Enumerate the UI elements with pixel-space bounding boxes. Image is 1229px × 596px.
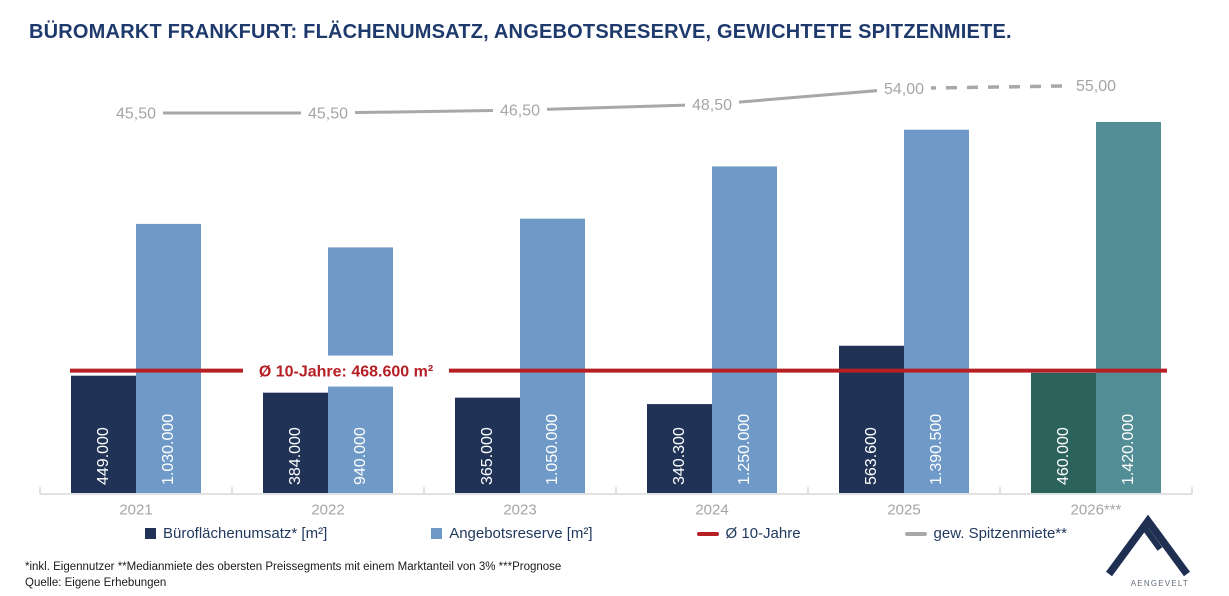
legend-label: Angebotsreserve [m²] xyxy=(449,525,593,542)
spitzenmiete-point-label: 46,50 xyxy=(500,103,540,120)
spitzenmiete-point-label: 45,50 xyxy=(116,106,156,123)
legend-item-spitzenmiete: gew. Spitzenmiete** xyxy=(904,525,1067,542)
spitzenmiete-label-mask xyxy=(685,94,739,115)
umsatz-bar-2023 xyxy=(455,397,520,493)
logo-wordmark: AENGEVELT xyxy=(1131,579,1189,588)
average-legend-line xyxy=(696,531,719,536)
reserve-bar-2021 xyxy=(136,223,201,494)
bar-value-label: 449.000 xyxy=(95,427,112,485)
spitzenmiete-label-mask xyxy=(877,78,931,99)
spitzenmiete-point-label: 55,00 xyxy=(1076,78,1116,95)
legend-label: Ø 10-Jahre xyxy=(725,525,801,542)
chart-legend: Büroflächenumsatz* [m²] Angebotsreserve … xyxy=(145,525,1067,542)
year-label: 2024 xyxy=(695,502,728,519)
bar-value-label: 460.000 xyxy=(1055,427,1072,485)
legend-label: gew. Spitzenmiete** xyxy=(933,525,1067,542)
average-label-mask xyxy=(243,355,449,387)
source-line: Quelle: Eigene Erhebungen xyxy=(25,577,167,590)
reserve-bar-2024 xyxy=(712,166,777,493)
bar-value-label: 1.030.000 xyxy=(160,414,177,485)
legend-item-reserve: Angebotsreserve [m²] xyxy=(431,525,593,542)
reserve-bar-2023 xyxy=(520,218,585,494)
spitzenmiete-forecast-line xyxy=(903,83,1097,91)
spitzenmiete-point-label: 54,00 xyxy=(884,81,924,98)
bar-value-label: 365.000 xyxy=(479,427,496,485)
spitzenmiete-legend-line xyxy=(904,531,927,536)
bar-value-label: 1.390.500 xyxy=(928,414,945,485)
bar-value-label: 940.000 xyxy=(352,427,369,485)
reserve-legend-swatch xyxy=(431,528,443,539)
spitzenmiete-point-label: 48,50 xyxy=(692,97,732,114)
bar-value-label: 563.600 xyxy=(863,427,880,485)
spitzenmiete-label-mask xyxy=(301,103,355,123)
aengevelt-logo: AENGEVELT xyxy=(1105,514,1191,588)
umsatz-legend-swatch xyxy=(145,528,156,539)
page-title: BÜROMARKT FRANKFURT: FLÄCHENUMSATZ, ANGE… xyxy=(29,21,1012,43)
spitzenmiete-label-mask xyxy=(109,103,163,123)
legend-item-average: Ø 10-Jahre xyxy=(696,525,801,542)
year-label: 2022 xyxy=(311,502,344,519)
bar-value-label: 1.050.000 xyxy=(544,414,561,485)
average-line-label: Ø 10-Jahre: 468.600 m² xyxy=(259,364,433,381)
reserve-bar-2026*** xyxy=(1096,122,1161,493)
year-label: 2023 xyxy=(503,502,536,519)
logo-fold-icon xyxy=(1141,525,1163,551)
bar-value-label: 340.300 xyxy=(671,427,688,485)
bar-value-label: 1.250.000 xyxy=(736,414,753,485)
umsatz-bar-2024 xyxy=(647,404,712,493)
umsatz-bar-2026*** xyxy=(1031,372,1096,493)
year-label: 2026*** xyxy=(1071,502,1122,519)
spitzenmiete-point-label: 45,50 xyxy=(308,106,348,123)
legend-label: Büroflächenumsatz* [m²] xyxy=(163,525,328,542)
year-label: 2025 xyxy=(887,502,920,519)
umsatz-bar-2021 xyxy=(71,375,136,493)
spitzenmiete-label-mask xyxy=(493,100,547,121)
bar-value-label: 384.000 xyxy=(287,427,304,485)
bar-value-label: 1.420.000 xyxy=(1120,414,1137,485)
year-label: 2021 xyxy=(119,502,152,519)
umsatz-bar-2022 xyxy=(263,392,328,493)
legend-item-umsatz: Büroflächenumsatz* [m²] xyxy=(145,525,327,542)
spitzenmiete-label-mask xyxy=(1069,75,1123,96)
reserve-bar-2025 xyxy=(904,129,969,493)
footnotes: *inkl. Eigennutzer **Medianmiete des obe… xyxy=(25,559,561,591)
logo-triangle-icon xyxy=(1105,514,1191,577)
footnote-line: *inkl. Eigennutzer **Medianmiete des obe… xyxy=(25,561,562,573)
